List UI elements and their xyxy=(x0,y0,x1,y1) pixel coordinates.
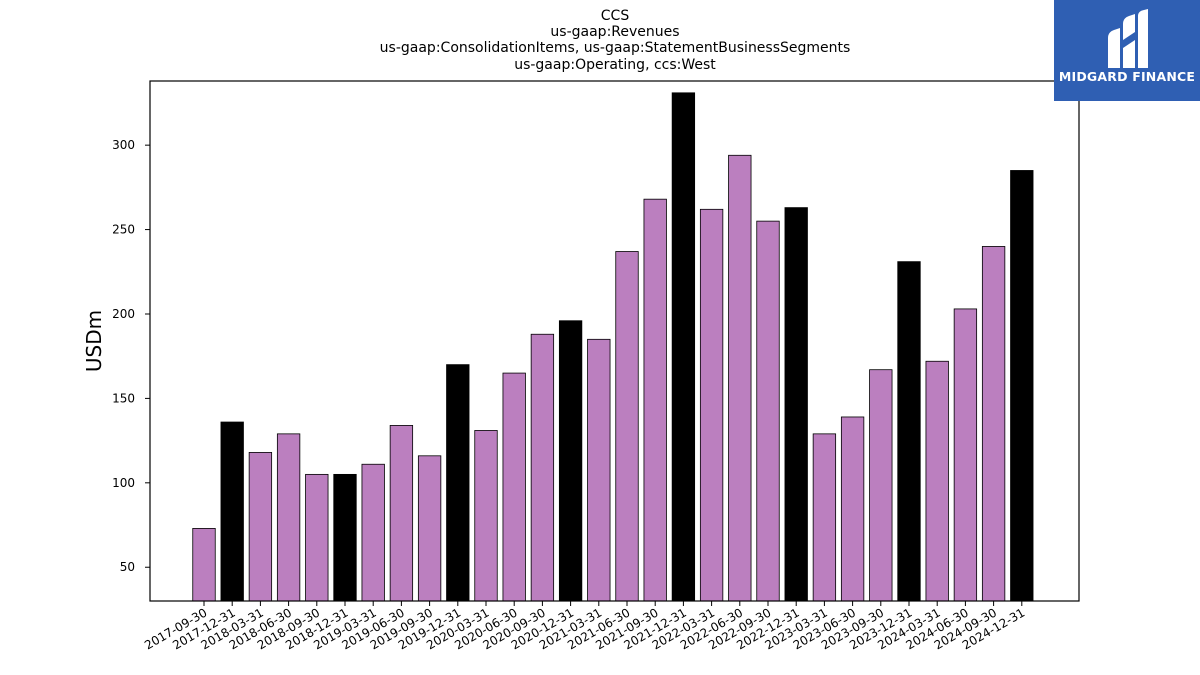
bar-2023-06-30 xyxy=(840,416,865,602)
chart-title-line-1: CCS xyxy=(601,8,630,24)
y-tick-label: 300 xyxy=(112,138,135,152)
bar-2022-12-31 xyxy=(784,207,808,602)
bar-2020-12-31 xyxy=(558,320,583,602)
bar-2020-03-31 xyxy=(474,430,498,602)
bar-2019-06-30 xyxy=(389,425,414,602)
bar-2023-03-31 xyxy=(812,433,837,602)
bar-2023-12-31 xyxy=(897,261,921,602)
bar-2021-03-31 xyxy=(587,338,611,602)
bar-2024-12-31 xyxy=(1010,170,1034,602)
midgard-m-logo-icon xyxy=(1108,9,1148,68)
bar-2022-09-30 xyxy=(756,220,780,602)
bar-2017-12-31 xyxy=(220,421,244,602)
y-tick-label: 100 xyxy=(112,476,135,490)
bar-2018-09-30 xyxy=(305,473,329,602)
bar-2020-06-30 xyxy=(502,372,526,602)
bars-group xyxy=(192,92,1034,602)
chart-title-line-4: us-gaap:Operating, ccs:West xyxy=(514,57,716,73)
chart-title-line-3: us-gaap:ConsolidationItems, us-gaap:Stat… xyxy=(380,40,851,56)
bar-2021-09-30 xyxy=(643,198,667,602)
y-tick-label: 250 xyxy=(112,223,135,237)
bar-2020-09-30 xyxy=(530,333,555,602)
chart-title-line-2: us-gaap:Revenues xyxy=(550,24,679,40)
bar-2018-03-31 xyxy=(248,452,273,602)
bar-2019-12-31 xyxy=(446,364,470,602)
bar-2022-03-31 xyxy=(699,208,724,602)
chart-title: CCS us-gaap:Revenues us-gaap:Consolidati… xyxy=(380,8,851,73)
x-axis-ticks: 2017-09-302017-12-312018-03-312018-06-30… xyxy=(142,601,1027,652)
midgard-finance-logo: MIDGARD FINANCE xyxy=(1054,0,1200,101)
bar-2019-03-31 xyxy=(361,463,385,602)
bar-2021-12-31 xyxy=(671,92,696,602)
bar-2019-09-30 xyxy=(417,455,442,602)
y-tick-label: 200 xyxy=(112,307,135,321)
bar-2018-06-30 xyxy=(276,433,301,602)
logo-text: MIDGARD FINANCE xyxy=(1058,69,1196,84)
bar-2023-09-30 xyxy=(869,369,893,602)
bar-2021-06-30 xyxy=(615,251,639,602)
bar-2018-12-31 xyxy=(333,473,357,602)
bar-2024-06-30 xyxy=(953,308,978,602)
bar-2024-09-30 xyxy=(981,246,1006,602)
plot-frame xyxy=(149,80,1080,602)
bar-2022-06-30 xyxy=(728,154,752,602)
bar-2017-09-30 xyxy=(192,528,216,602)
y-tick-label: 150 xyxy=(112,391,135,405)
y-tick-label: 50 xyxy=(120,560,135,574)
y-axis-label: USDm xyxy=(82,310,106,372)
bar-2024-03-31 xyxy=(925,360,949,602)
y-axis-ticks: 50 100 150 200 250 300 xyxy=(112,138,150,574)
